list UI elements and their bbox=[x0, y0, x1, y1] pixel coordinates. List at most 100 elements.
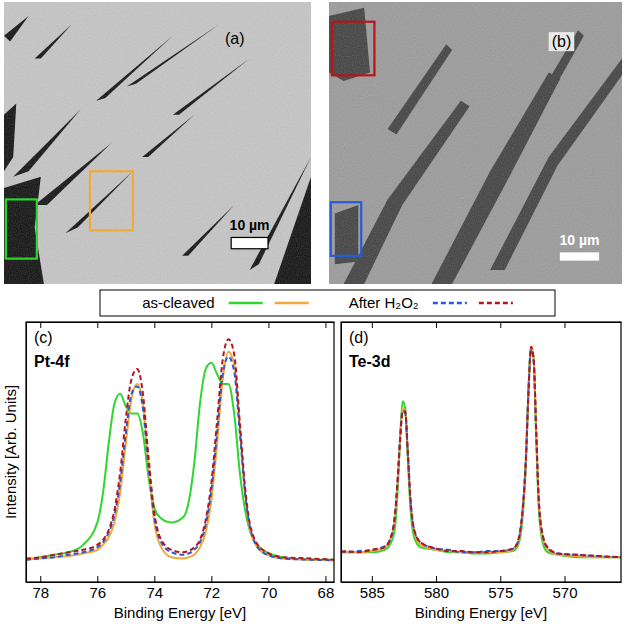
legend-label: After H₂O₂ bbox=[349, 294, 419, 311]
chart: 585 580 575 570 (d) Te-3d Binding Energy [eV] bbox=[341, 322, 622, 621]
tick-label: 570 bbox=[552, 584, 577, 601]
image-background bbox=[4, 2, 311, 284]
x-axis-top bbox=[27, 322, 335, 328]
tick-label: 575 bbox=[488, 584, 513, 601]
region-box bbox=[90, 171, 133, 230]
spectrum-line bbox=[341, 347, 621, 557]
tick-label: 580 bbox=[424, 584, 449, 601]
tick bbox=[325, 322, 326, 328]
label-background bbox=[549, 32, 575, 51]
tick-mark bbox=[325, 322, 326, 328]
legend-sample bbox=[229, 302, 263, 305]
panel-label: (b) bbox=[552, 33, 572, 50]
legend-frame bbox=[100, 290, 555, 316]
tick-mark bbox=[268, 322, 269, 328]
spectrum-line bbox=[341, 347, 621, 557]
tick: 570 bbox=[552, 576, 577, 601]
tick-label: 78 bbox=[32, 584, 49, 601]
tick-mark bbox=[154, 576, 155, 582]
spectrum-line bbox=[26, 339, 334, 559]
tick-label: 68 bbox=[318, 584, 335, 601]
plot-lines bbox=[26, 339, 334, 560]
tick bbox=[268, 322, 269, 328]
micrograph: (b) 10 µm bbox=[329, 2, 622, 284]
tick-label: 585 bbox=[360, 584, 385, 601]
image-noise bbox=[4, 2, 311, 284]
panel-label: (a) bbox=[225, 30, 245, 47]
spectrum-line bbox=[341, 349, 621, 557]
legend-sample bbox=[479, 302, 513, 305]
tick: 585 bbox=[360, 576, 385, 601]
image-background bbox=[329, 2, 622, 284]
x-axis: 78 76 74 72 70 68 bbox=[27, 576, 335, 601]
tick-mark bbox=[372, 576, 373, 582]
tick-mark bbox=[564, 322, 565, 328]
tick-mark bbox=[211, 322, 212, 328]
tick bbox=[211, 322, 212, 328]
tick: 68 bbox=[318, 576, 335, 601]
plot-frame bbox=[26, 322, 334, 582]
tick-mark bbox=[211, 576, 212, 582]
chart: 78 76 74 72 70 68 (c) Pt-4f Binding Energy [eV] I… bbox=[2, 322, 335, 621]
tick-label: 70 bbox=[261, 584, 278, 601]
tick-mark bbox=[268, 576, 269, 582]
panel-label: (c) bbox=[34, 329, 53, 346]
tick-mark bbox=[372, 322, 373, 328]
tick-mark bbox=[154, 322, 155, 328]
chart-title: Pt-4f bbox=[34, 353, 70, 370]
tick-mark bbox=[325, 576, 326, 582]
region-box bbox=[332, 22, 374, 76]
plot-lines bbox=[341, 347, 621, 557]
spectrum-line bbox=[341, 347, 621, 557]
tick-mark bbox=[40, 322, 41, 328]
tick bbox=[40, 322, 41, 328]
tick bbox=[97, 322, 98, 328]
x-axis: 585 580 575 570 bbox=[342, 576, 622, 601]
tick-label: 72 bbox=[204, 584, 221, 601]
figure: (a) 10 µm (b) 10 µm as-cleaved After H₂O₂ 78 76… bbox=[0, 0, 627, 631]
tick-mark bbox=[97, 322, 98, 328]
tick-label: 74 bbox=[146, 584, 163, 601]
spectrum-line bbox=[26, 363, 334, 560]
x-axis-title: Binding Energy [eV] bbox=[114, 604, 247, 621]
tick: 78 bbox=[32, 576, 49, 601]
tick bbox=[500, 322, 501, 328]
tick: 575 bbox=[488, 576, 513, 601]
tick-mark bbox=[436, 322, 437, 328]
tick-label: 76 bbox=[89, 584, 106, 601]
tick: 74 bbox=[146, 576, 163, 601]
scale-bar-label: 10 µm bbox=[560, 232, 600, 248]
y-axis-title: Intensity [Arb. Units] bbox=[2, 385, 19, 519]
spectrum-line bbox=[26, 352, 334, 560]
tick bbox=[154, 322, 155, 328]
tick-mark bbox=[564, 576, 565, 582]
legend-label: as-cleaved bbox=[142, 294, 215, 311]
legend-items: as-cleaved After H₂O₂ bbox=[142, 294, 513, 311]
x-axis-title: Binding Energy [eV] bbox=[415, 604, 548, 621]
tick-mark bbox=[500, 576, 501, 582]
tick: 70 bbox=[261, 576, 278, 601]
legend-sample bbox=[433, 302, 467, 305]
tick: 76 bbox=[89, 576, 106, 601]
tick bbox=[372, 322, 373, 328]
panel-label: (d) bbox=[349, 329, 369, 346]
tick-mark bbox=[40, 576, 41, 582]
scale-bar-label: 10 µm bbox=[230, 217, 270, 233]
plot-frame bbox=[341, 322, 621, 582]
region-box bbox=[331, 202, 361, 256]
tick bbox=[436, 322, 437, 328]
chart-title: Te-3d bbox=[349, 353, 390, 370]
tick-mark bbox=[97, 576, 98, 582]
tick bbox=[564, 322, 565, 328]
tick-mark bbox=[500, 322, 501, 328]
tick: 580 bbox=[424, 576, 449, 601]
legend-sample bbox=[275, 302, 309, 305]
tick: 72 bbox=[204, 576, 221, 601]
scale-bar bbox=[560, 253, 598, 260]
spectrum-line bbox=[26, 357, 334, 561]
scale-bar bbox=[231, 237, 268, 248]
legend: as-cleaved After H₂O₂ bbox=[100, 290, 555, 316]
tick-mark bbox=[436, 576, 437, 582]
x-axis-top bbox=[342, 322, 622, 328]
micrograph: (a) 10 µm bbox=[4, 2, 311, 284]
